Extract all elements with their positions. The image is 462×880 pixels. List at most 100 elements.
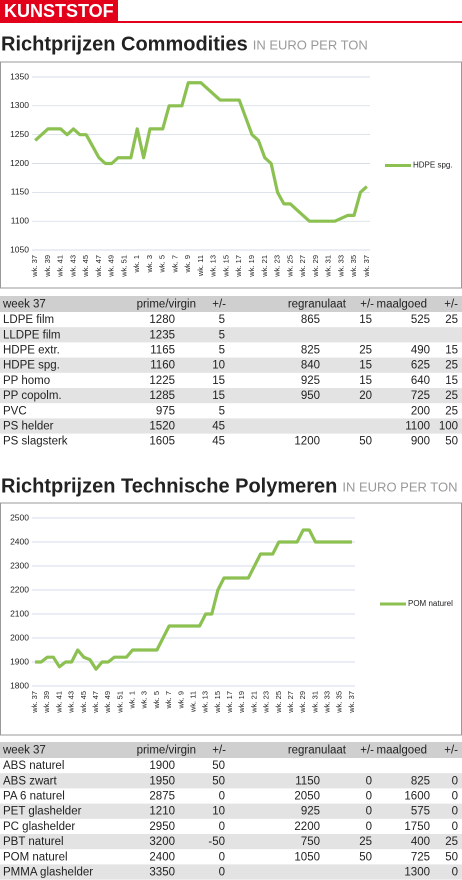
row-bg [0, 357, 462, 373]
chart-frame [0, 61, 462, 289]
table-cell: HDPE extr. [3, 345, 60, 357]
table-cell: 0 [219, 867, 225, 879]
column-header: +/- [360, 299, 374, 311]
y-tick-label: 1150 [11, 187, 30, 197]
x-tick-label: wk. 19 [237, 691, 246, 714]
table-cell: 3200 [149, 836, 175, 848]
x-tick-label: wk. 37 [362, 255, 371, 278]
table-cell: 2400 [149, 851, 175, 863]
column-header: maalgoed [376, 745, 427, 757]
table-cell: 1050 [294, 851, 320, 863]
table-cell: 0 [452, 775, 458, 787]
table-cell: 840 [301, 360, 320, 372]
x-tick-label: wk. 39 [42, 691, 51, 714]
x-tick-label: wk. 41 [56, 255, 65, 278]
table-cell: 925 [301, 806, 320, 818]
table-cell: PBT naturel [3, 836, 64, 848]
column-header: +/- [360, 745, 374, 757]
x-tick-label: wk. 19 [247, 255, 256, 278]
x-tick-label: wk. 11 [188, 691, 197, 713]
column-header: +/- [444, 745, 458, 757]
row-bg [0, 418, 462, 434]
y-tick-label: 2000 [10, 632, 29, 642]
x-tick-label: wk. 43 [67, 691, 76, 714]
table-cell: 25 [445, 405, 458, 417]
table-cell: 865 [301, 314, 320, 326]
table-cell: 15 [445, 375, 458, 387]
table-cell: 0 [366, 821, 372, 833]
table-cell: 200 [411, 405, 430, 417]
table-cell: 0 [366, 775, 372, 787]
y-tick-label: 1900 [10, 656, 29, 666]
table-cell: 525 [411, 314, 430, 326]
x-tick-label: wk. 17 [234, 255, 243, 278]
row-bg [0, 864, 462, 880]
row-bg [0, 834, 462, 850]
table-cell: 0 [219, 791, 225, 803]
x-tick-label: wk. 29 [311, 255, 320, 278]
table-cell: 25 [445, 836, 458, 848]
table-cell: 100 [439, 421, 458, 433]
y-tick-label: 2400 [10, 536, 29, 546]
table-cell: PC glashelder [3, 821, 75, 833]
x-tick-label: wk. 25 [285, 255, 294, 278]
section-subtitle: IN EURO PER TON [253, 37, 368, 52]
x-tick-label: wk. 3 [140, 691, 149, 710]
table-cell: 0 [366, 806, 372, 818]
table-cell: 3350 [149, 867, 175, 879]
table-cell: LLDPE film [3, 329, 61, 341]
table-cell: 25 [445, 314, 458, 326]
table-cell: 15 [212, 390, 225, 402]
y-tick-label: 2100 [10, 608, 29, 618]
table-cell: 10 [212, 360, 225, 372]
table-cell: 575 [411, 806, 430, 818]
table-cell: PET glashelder [3, 806, 82, 818]
table-cell: 1225 [149, 375, 175, 387]
table-cell: 1165 [150, 345, 175, 357]
table-cell: 25 [445, 390, 458, 402]
x-tick-label: wk. 9 [176, 691, 185, 710]
x-tick-label: wk. 51 [119, 255, 128, 278]
header-title: KUNSTSTOF [4, 1, 114, 21]
y-tick-label: 1250 [10, 129, 29, 139]
table-cell: 0 [219, 821, 225, 833]
table-cell: PS helder [3, 421, 54, 433]
header-rule [0, 21, 462, 23]
table-cell: 0 [452, 806, 458, 818]
table-cell: POM naturel [3, 851, 68, 863]
table-cell: 0 [219, 851, 225, 863]
table-cell: 1600 [404, 791, 430, 803]
table-cell: 5 [219, 345, 225, 357]
x-tick-label: wk. 25 [274, 691, 283, 714]
table-cell: 975 [156, 405, 175, 417]
table-cell: 20 [359, 390, 372, 402]
x-tick-label: wk. 33 [323, 691, 332, 714]
table-cell: 625 [411, 360, 430, 372]
x-tick-label: wk. 27 [286, 691, 295, 714]
x-tick-label: wk. 3 [145, 255, 154, 274]
table-cell: -50 [208, 836, 225, 848]
legend-label: HDPE spg. [413, 161, 453, 170]
x-tick-label: wk. 33 [336, 255, 345, 278]
x-tick-label: wk. 35 [335, 691, 344, 714]
table-cell: 50 [359, 851, 372, 863]
table-cell: 10 [212, 806, 225, 818]
table-cell: 1950 [149, 775, 175, 787]
table-cell: 2950 [149, 821, 175, 833]
table-cell: 50 [445, 436, 458, 448]
x-tick-label: wk. 13 [209, 255, 218, 278]
table-cell: PP homo [3, 375, 50, 387]
x-tick-label: wk. 51 [115, 691, 124, 714]
y-tick-label: 1300 [10, 100, 29, 110]
table-cell: 15 [445, 345, 458, 357]
column-header: +/- [212, 745, 226, 757]
y-tick-label: 2500 [10, 512, 29, 522]
column-header: prime/virgin [137, 299, 196, 311]
table-cell: 15 [359, 375, 372, 387]
table-cell: 25 [445, 360, 458, 372]
section-title: Richtprijzen Technische Polymeren [1, 475, 337, 497]
x-tick-label: wk. 49 [103, 691, 112, 714]
x-tick-label: wk. 1 [132, 255, 141, 274]
table-header-bg [0, 296, 462, 312]
table-cell: 2050 [294, 791, 320, 803]
